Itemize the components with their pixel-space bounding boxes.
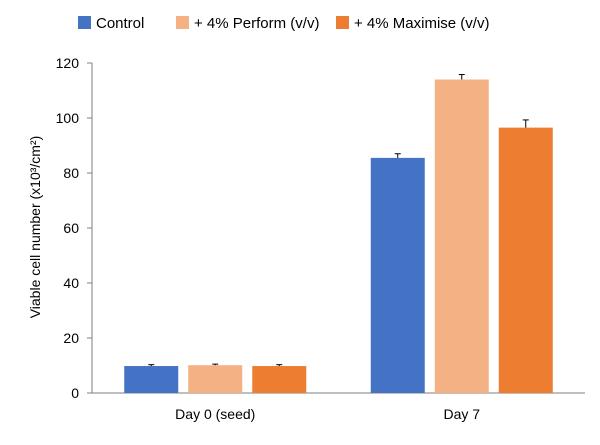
- legend-label: Control: [96, 15, 144, 32]
- legend: Control + 4% Perform (v/v) + 4% Maximise (…: [78, 15, 489, 32]
- legend-swatch: [78, 16, 91, 29]
- legend-swatch: [176, 16, 189, 29]
- y-tick-label: 100: [56, 110, 80, 126]
- bar-control: [370, 157, 425, 393]
- y-tick-label: 0: [71, 385, 79, 401]
- y-tick-label: 60: [63, 220, 79, 236]
- y-tick-label: 40: [63, 275, 79, 291]
- x-tick-label: Day 7: [443, 406, 480, 422]
- y-tick-label: 80: [63, 165, 79, 181]
- x-tick-label: Day 0 (seed): [175, 406, 255, 422]
- plot-area: 0 20 40 60 80 100 120 Day 0 (seed) Day 7: [56, 55, 585, 422]
- bar-perform: [434, 79, 489, 393]
- bar-maximise: [498, 127, 553, 393]
- y-tick-label: 120: [56, 55, 80, 71]
- bar-perform: [188, 365, 243, 393]
- bar-maximise: [252, 366, 307, 393]
- legend-swatch: [336, 16, 349, 29]
- y-axis-label: Viable cell number (x10³/cm²): [27, 136, 43, 319]
- bar-control: [124, 366, 179, 393]
- y-tick-label: 20: [63, 330, 79, 346]
- legend-label: + 4% Perform (v/v): [194, 15, 319, 32]
- legend-label: + 4% Maximise (v/v): [354, 15, 489, 32]
